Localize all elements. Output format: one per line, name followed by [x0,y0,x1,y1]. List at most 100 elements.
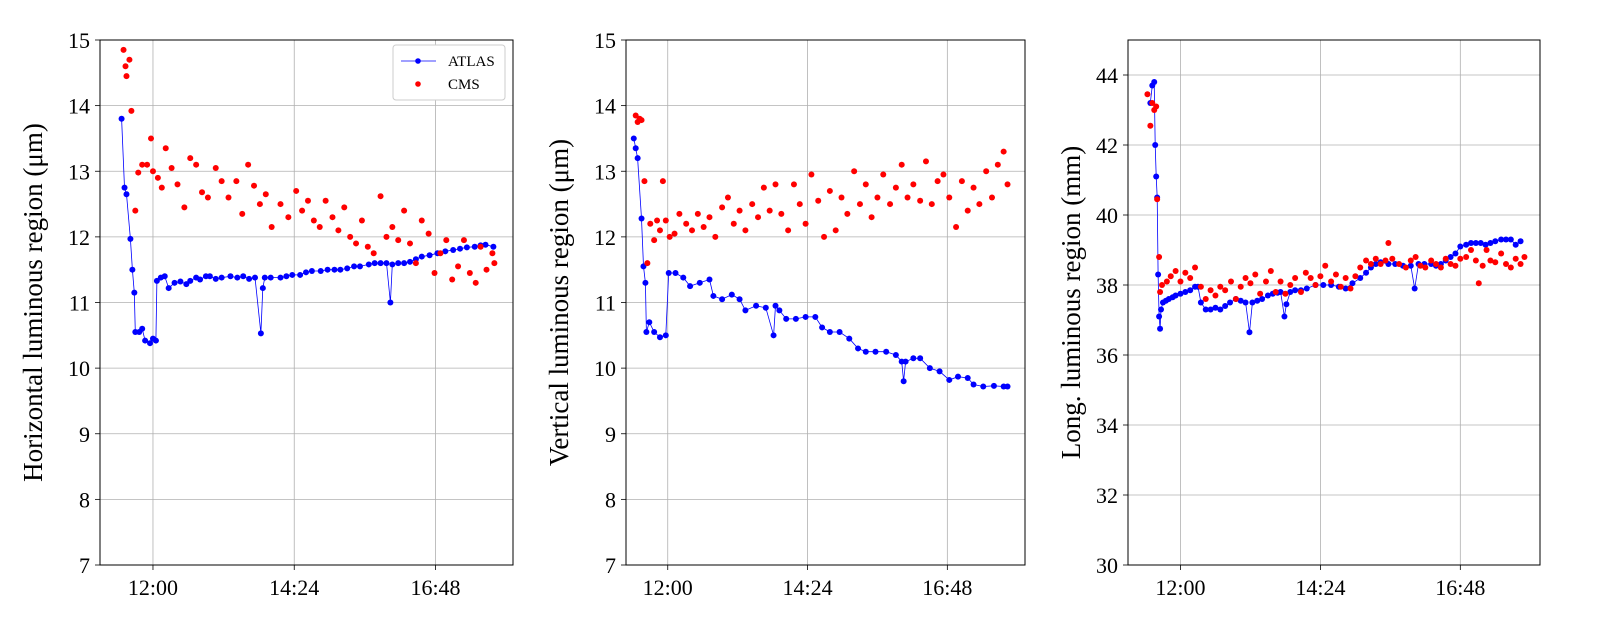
atlas-point [1246,329,1253,336]
cms-point [755,214,762,221]
y-tick-label: 12 [594,225,616,250]
atlas-point [161,273,168,280]
cms-point [1372,255,1379,262]
atlas-point [719,296,726,303]
atlas-point [206,273,213,280]
atlas-point [1472,240,1479,246]
atlas-point [900,378,907,385]
cms-point [1342,275,1349,281]
cms-point [802,220,809,227]
atlas-point [153,277,160,284]
atlas-point [1447,254,1454,260]
cms-point [796,201,803,208]
atlas-point [218,274,225,281]
atlas-point [1197,299,1204,306]
cms-point [1144,91,1151,98]
atlas-point [836,329,843,336]
atlas-point [710,292,717,299]
cms-point [1332,271,1339,278]
cms-point [144,161,151,168]
cms-point [460,237,467,244]
atlas-point [1187,287,1194,294]
atlas-point [490,243,497,250]
atlas-point [1463,241,1470,248]
cms-point [193,161,200,168]
cms-point [491,260,498,267]
atlas-point [1264,292,1271,299]
atlas-point [383,260,390,267]
atlas-point [819,324,826,331]
atlas-point [457,245,464,252]
y-tick-label: 15 [68,28,90,53]
y-tick-label: 10 [594,356,616,381]
cms-point [988,194,995,201]
atlas-point [762,304,769,311]
cms-point [1357,264,1364,271]
cms-point [1385,240,1392,246]
cms-point [1521,254,1528,260]
cms-point [821,233,828,240]
cms-point [395,237,402,244]
cms-point [1512,255,1519,262]
cms-point [443,237,450,244]
atlas-point [1502,236,1509,243]
cms-point [922,158,929,165]
atlas-point [643,329,650,336]
series-cms [1144,91,1528,302]
cms-point [251,182,258,189]
atlas-point [351,263,358,270]
cms-point [654,217,661,224]
cms-point [880,171,887,178]
y-tick-label: 11 [69,291,90,316]
cms-point [285,214,292,221]
atlas-point [317,268,324,274]
cms-point [477,243,484,250]
atlas-point [389,261,396,268]
atlas-point [656,334,663,341]
y-tick-label: 44 [1096,63,1118,88]
atlas-point [855,345,862,352]
atlas-point [1468,240,1475,246]
atlas-point [1155,271,1162,278]
cms-point [483,266,490,273]
atlas-point [1153,173,1160,180]
cms-point [785,227,792,234]
atlas-point [308,268,315,274]
cms-point [126,56,133,63]
cms-point [1492,259,1499,266]
atlas-point [1507,236,1514,243]
cms-point [1282,290,1289,297]
cms-point [946,194,953,201]
cms-point [277,201,284,208]
atlas-point [1517,238,1524,245]
atlas-point [234,274,241,281]
atlas-point [1407,262,1414,269]
cms-point [225,194,232,201]
atlas-point [728,291,735,298]
cms-point [204,194,211,201]
cms-point [310,217,317,224]
legend-cms-label: CMS [448,77,480,93]
cms-point [778,210,785,217]
atlas-point [395,260,402,267]
y-tick-label: 8 [79,487,90,512]
cms-point [856,201,863,208]
cms-point [1154,196,1161,203]
atlas-point [1152,142,1159,148]
cms-point [760,184,767,191]
cms-point [1004,181,1011,188]
cms-point [808,171,815,178]
cms-point [335,227,342,234]
atlas-point [344,265,351,272]
cms-point [364,243,371,250]
atlas-point [142,337,149,344]
y-tick-label: 15 [594,28,616,53]
cms-point [868,214,875,221]
atlas-point [883,348,890,355]
atlas-point [665,269,672,276]
atlas-point [1242,299,1249,306]
atlas-point [1172,292,1179,299]
cms-point [934,178,941,185]
atlas-point [955,373,962,380]
atlas-point [662,332,669,339]
